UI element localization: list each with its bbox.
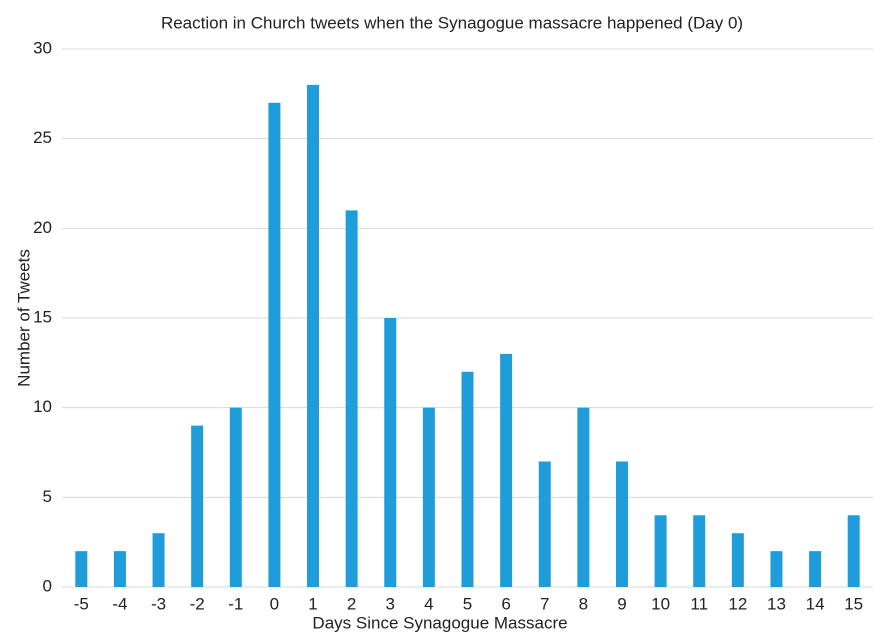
bar	[847, 515, 860, 587]
bar	[809, 551, 822, 587]
x-tick-label: -3	[151, 594, 166, 613]
y-tick-label: 0	[43, 576, 52, 595]
x-tick-label: 5	[463, 594, 472, 613]
bar	[770, 551, 783, 587]
y-tick-label: 25	[33, 128, 52, 147]
x-tick-label: 1	[308, 594, 317, 613]
x-tick-label: 13	[767, 594, 786, 613]
x-tick-label: 11	[690, 594, 708, 613]
x-tick-label: 4	[424, 594, 433, 613]
x-tick-label: 10	[651, 594, 670, 613]
bar	[731, 533, 744, 587]
y-tick-label: 5	[43, 487, 52, 506]
y-tick-label: 20	[33, 218, 52, 237]
x-tick-label: 14	[806, 594, 825, 613]
bar	[75, 551, 88, 587]
x-tick-label: 7	[540, 594, 549, 613]
x-tick-label: 8	[579, 594, 588, 613]
bar	[654, 515, 667, 587]
bar	[538, 461, 551, 587]
bar	[693, 515, 706, 587]
x-tick-label: -2	[190, 594, 205, 613]
bar	[577, 407, 590, 587]
y-tick-label: 30	[33, 38, 52, 57]
bar	[268, 102, 281, 588]
x-axis-label: Days Since Synagogue Massacre	[312, 613, 567, 632]
x-tick-label: 15	[844, 594, 863, 613]
y-axis-label: Number of Tweets	[14, 249, 33, 387]
y-tick-label: 15	[33, 307, 52, 326]
bar	[461, 371, 474, 587]
chart-title: Reaction in Church tweets when the Synag…	[161, 13, 743, 32]
bar	[229, 407, 242, 587]
x-tick-label: 6	[501, 594, 510, 613]
bar	[307, 84, 320, 587]
x-tick-label: -5	[74, 594, 89, 613]
bar	[384, 318, 397, 587]
bar	[191, 425, 204, 587]
bar	[615, 461, 628, 587]
bar	[422, 407, 435, 587]
y-tick-label: 10	[33, 397, 52, 416]
x-tick-label: 0	[270, 594, 279, 613]
bar	[113, 551, 126, 587]
bar	[345, 210, 358, 587]
x-tick-label: 12	[728, 594, 747, 613]
x-tick-label: 2	[347, 594, 356, 613]
x-tick-label: 9	[617, 594, 626, 613]
x-tick-label: -4	[112, 594, 127, 613]
bar	[500, 353, 513, 587]
bar	[152, 533, 165, 587]
x-tick-label: 3	[386, 594, 395, 613]
x-tick-label: -1	[228, 594, 243, 613]
